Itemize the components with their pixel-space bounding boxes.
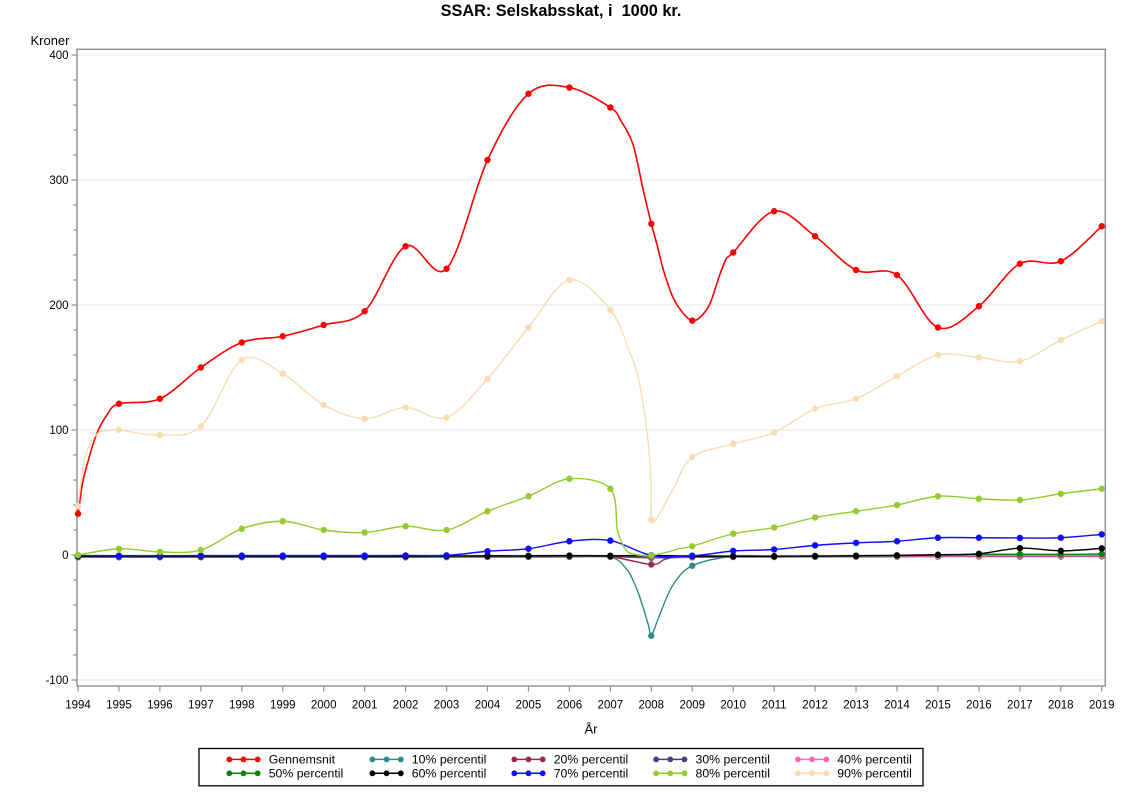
svg-text:30% percentil: 30% percentil <box>696 753 771 767</box>
svg-text:1999: 1999 <box>270 700 296 712</box>
svg-text:2014: 2014 <box>884 700 910 712</box>
svg-text:Gennemsnit: Gennemsnit <box>269 753 336 767</box>
svg-text:2000: 2000 <box>311 700 337 712</box>
svg-text:2016: 2016 <box>966 700 992 712</box>
svg-text:2008: 2008 <box>639 700 665 712</box>
svg-text:1995: 1995 <box>106 700 132 712</box>
svg-text:År: År <box>585 722 599 737</box>
svg-text:400: 400 <box>49 50 68 62</box>
svg-text:2012: 2012 <box>802 700 828 712</box>
svg-text:2015: 2015 <box>925 700 951 712</box>
svg-text:SSAR: Selskabsskat, i 1000 kr: SSAR: Selskabsskat, i 1000 kr. <box>441 2 682 20</box>
svg-text:2013: 2013 <box>843 700 869 712</box>
svg-text:2005: 2005 <box>516 700 542 712</box>
svg-text:50% percentil: 50% percentil <box>269 767 344 781</box>
svg-text:Kroner: Kroner <box>30 33 70 48</box>
svg-text:2002: 2002 <box>393 700 419 712</box>
svg-text:2011: 2011 <box>762 700 787 712</box>
svg-text:2003: 2003 <box>434 700 460 712</box>
svg-text:2009: 2009 <box>679 700 705 712</box>
svg-text:2010: 2010 <box>720 700 746 712</box>
svg-text:1997: 1997 <box>188 700 214 712</box>
svg-text:80% percentil: 80% percentil <box>696 767 771 781</box>
svg-text:60% percentil: 60% percentil <box>412 767 487 781</box>
svg-text:10% percentil: 10% percentil <box>412 753 487 767</box>
svg-text:2007: 2007 <box>598 700 624 712</box>
svg-text:2019: 2019 <box>1089 700 1115 712</box>
svg-text:2018: 2018 <box>1048 700 1074 712</box>
svg-text:1994: 1994 <box>65 700 91 712</box>
svg-text:90% percentil: 90% percentil <box>837 767 912 781</box>
svg-text:20% percentil: 20% percentil <box>554 753 629 767</box>
svg-text:1998: 1998 <box>229 700 255 712</box>
svg-text:2004: 2004 <box>475 700 501 712</box>
svg-text:300: 300 <box>49 175 68 187</box>
svg-text:-100: -100 <box>45 675 68 687</box>
svg-text:2017: 2017 <box>1007 700 1033 712</box>
svg-text:100: 100 <box>49 425 68 437</box>
svg-text:70% percentil: 70% percentil <box>554 767 629 781</box>
svg-text:40% percentil: 40% percentil <box>837 753 912 767</box>
svg-text:0: 0 <box>62 550 68 562</box>
svg-text:1996: 1996 <box>147 700 173 712</box>
svg-text:200: 200 <box>49 300 68 312</box>
svg-text:2006: 2006 <box>557 700 583 712</box>
svg-text:2001: 2001 <box>352 700 378 712</box>
